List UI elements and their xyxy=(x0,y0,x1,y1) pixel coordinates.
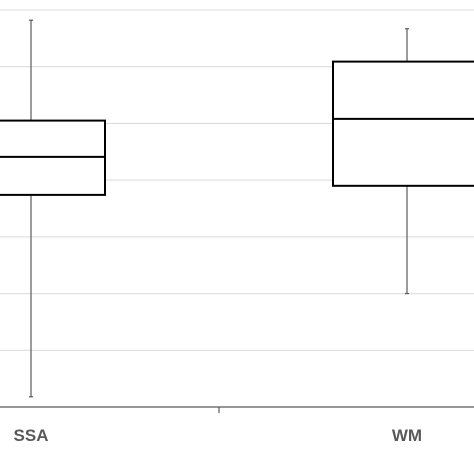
iqr-box xyxy=(332,60,474,187)
box-series xyxy=(0,19,474,398)
box-ssa xyxy=(0,19,106,398)
x-axis-tick-labels: SSA WM xyxy=(14,426,423,445)
tick-label-wm: WM xyxy=(392,426,422,445)
box-wm xyxy=(332,28,474,295)
tick-label-ssa: SSA xyxy=(14,426,49,445)
